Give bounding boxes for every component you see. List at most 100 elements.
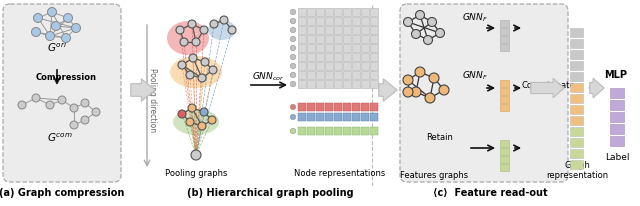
Bar bbox=[370, 35, 378, 43]
Bar bbox=[500, 164, 509, 171]
Bar bbox=[325, 71, 333, 79]
Bar bbox=[298, 127, 306, 135]
Circle shape bbox=[403, 75, 413, 85]
Circle shape bbox=[188, 20, 196, 28]
Bar bbox=[610, 88, 624, 98]
Bar bbox=[334, 103, 342, 111]
Circle shape bbox=[411, 87, 421, 97]
Circle shape bbox=[290, 114, 296, 120]
Bar bbox=[316, 113, 324, 121]
Bar bbox=[370, 103, 378, 111]
Circle shape bbox=[189, 54, 197, 62]
Bar bbox=[316, 17, 324, 25]
Circle shape bbox=[290, 45, 296, 51]
Text: $GNN_F$: $GNN_F$ bbox=[462, 11, 488, 23]
Bar bbox=[352, 127, 360, 135]
Text: $G^{com}$: $G^{com}$ bbox=[47, 132, 73, 144]
Bar bbox=[500, 148, 509, 155]
Bar bbox=[570, 160, 583, 169]
Bar bbox=[343, 35, 351, 43]
Bar bbox=[343, 62, 351, 70]
Ellipse shape bbox=[208, 20, 236, 40]
Bar bbox=[352, 44, 360, 52]
Bar bbox=[500, 104, 509, 111]
Bar bbox=[298, 71, 306, 79]
Circle shape bbox=[200, 26, 208, 34]
Bar bbox=[298, 80, 306, 88]
Text: ⟨c⟩  Feature read-out: ⟨c⟩ Feature read-out bbox=[433, 188, 547, 198]
Bar bbox=[343, 103, 351, 111]
Circle shape bbox=[63, 14, 72, 22]
Bar bbox=[370, 8, 378, 16]
Circle shape bbox=[228, 26, 236, 34]
Circle shape bbox=[200, 108, 208, 116]
Bar bbox=[343, 17, 351, 25]
Circle shape bbox=[46, 101, 54, 109]
Bar bbox=[334, 62, 342, 70]
Text: Retain: Retain bbox=[427, 133, 453, 142]
Circle shape bbox=[290, 36, 296, 42]
Bar bbox=[316, 35, 324, 43]
FancyArrowPatch shape bbox=[131, 79, 156, 101]
Bar bbox=[298, 17, 306, 25]
Bar bbox=[334, 17, 342, 25]
Bar bbox=[316, 44, 324, 52]
Circle shape bbox=[209, 66, 217, 74]
Bar bbox=[500, 36, 509, 43]
Bar bbox=[361, 17, 369, 25]
Bar bbox=[361, 26, 369, 34]
Circle shape bbox=[412, 29, 420, 39]
Bar bbox=[316, 62, 324, 70]
Circle shape bbox=[290, 128, 296, 134]
Bar bbox=[343, 127, 351, 135]
Bar bbox=[361, 62, 369, 70]
Bar bbox=[370, 127, 378, 135]
Bar bbox=[352, 35, 360, 43]
Circle shape bbox=[45, 32, 54, 41]
Circle shape bbox=[208, 116, 216, 124]
Bar bbox=[343, 113, 351, 121]
Bar bbox=[334, 71, 342, 79]
Circle shape bbox=[70, 121, 78, 129]
Circle shape bbox=[178, 61, 186, 69]
Bar bbox=[307, 53, 315, 61]
Ellipse shape bbox=[170, 56, 222, 88]
Bar bbox=[352, 80, 360, 88]
Bar bbox=[298, 8, 306, 16]
Circle shape bbox=[428, 18, 436, 27]
Circle shape bbox=[198, 74, 206, 82]
Bar bbox=[307, 26, 315, 34]
Circle shape bbox=[403, 18, 413, 27]
Bar bbox=[298, 113, 306, 121]
Circle shape bbox=[72, 23, 81, 33]
Bar bbox=[500, 28, 509, 35]
Bar bbox=[361, 53, 369, 61]
Text: Pooling direction: Pooling direction bbox=[147, 68, 157, 132]
Bar bbox=[316, 26, 324, 34]
Text: (a) Graph compression: (a) Graph compression bbox=[0, 188, 125, 198]
Circle shape bbox=[18, 101, 26, 109]
Bar bbox=[334, 80, 342, 88]
Circle shape bbox=[58, 96, 66, 104]
Circle shape bbox=[192, 38, 200, 46]
Circle shape bbox=[51, 21, 61, 30]
Bar bbox=[325, 17, 333, 25]
Circle shape bbox=[220, 16, 228, 24]
FancyBboxPatch shape bbox=[3, 4, 121, 182]
FancyBboxPatch shape bbox=[400, 4, 568, 182]
Bar bbox=[307, 127, 315, 135]
Circle shape bbox=[425, 93, 435, 103]
Circle shape bbox=[290, 9, 296, 15]
Bar bbox=[307, 113, 315, 121]
Bar bbox=[361, 103, 369, 111]
Bar bbox=[316, 53, 324, 61]
Bar bbox=[570, 149, 583, 158]
Bar bbox=[307, 44, 315, 52]
Bar bbox=[307, 103, 315, 111]
Bar bbox=[570, 116, 583, 125]
Circle shape bbox=[81, 99, 89, 107]
Bar bbox=[334, 113, 342, 121]
Circle shape bbox=[415, 11, 424, 20]
Bar bbox=[307, 35, 315, 43]
Bar bbox=[352, 62, 360, 70]
